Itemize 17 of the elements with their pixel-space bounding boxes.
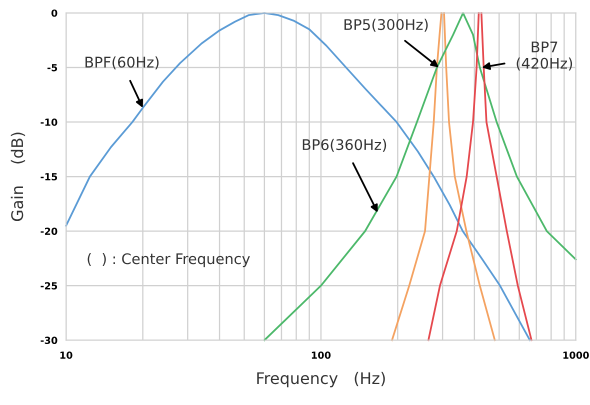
annotation: ( ) : Center Frequency <box>88 252 250 268</box>
annotation: BP7 (420Hz) <box>516 42 572 70</box>
y-tick-label: -25 <box>40 282 58 290</box>
x-tick-label: 10 <box>60 351 72 359</box>
y-tick-label: 0 <box>51 9 58 17</box>
x-tick-label: 1000 <box>563 351 589 359</box>
y-tick-label: -20 <box>40 228 58 235</box>
y-tick-label: -30 <box>40 336 58 344</box>
annotation: BP5(300Hz) <box>344 18 428 32</box>
annotation: BPF(60Hz) <box>86 56 159 70</box>
y-tick-label: -5 <box>47 64 58 72</box>
x-axis-title: Frequency (Hz) <box>257 372 385 388</box>
y-tick-label: -15 <box>40 173 58 180</box>
x-tick-label: 100 <box>312 351 331 359</box>
annotation: BP6(360Hz) <box>302 138 386 152</box>
y-tick-label: -10 <box>40 118 58 126</box>
y-axis-title: Gain (dB) <box>10 132 26 221</box>
